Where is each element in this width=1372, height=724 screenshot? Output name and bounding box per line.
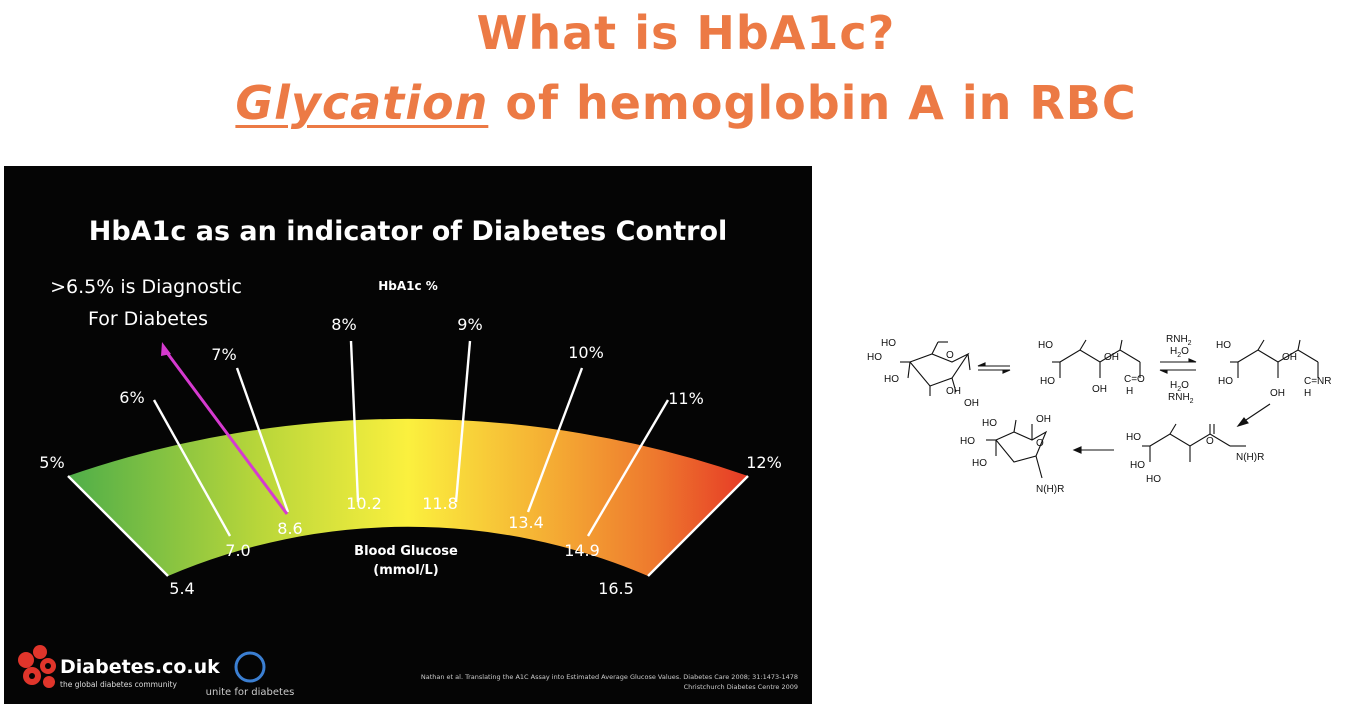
glucose-tick-labels: 5.4 7.0 8.6 10.2 11.8 13.4 14.9 16.5 <box>169 494 634 598</box>
tick-lines <box>67 340 749 577</box>
gauge-tick-line <box>235 367 290 513</box>
glycation-reaction-scheme: HO HO HO O OH OH HO HO OH OH C=O H RNH2 … <box>867 334 1332 495</box>
brand-tagline: the global diabetes community <box>60 680 177 689</box>
chem-h2o: H2O <box>1170 346 1189 359</box>
chem-o: O <box>1206 436 1214 447</box>
chem-h: H <box>1126 386 1133 397</box>
gauge-tick-line <box>647 475 749 577</box>
chem-ho: HO <box>881 338 896 349</box>
gauge-tick-line <box>349 340 360 503</box>
diabetes-co-uk-logo <box>18 645 56 688</box>
citation-line1: Nathan et al. Translating the A1C Assay … <box>421 673 798 681</box>
chem-ho: HO <box>1218 376 1233 387</box>
glucose-tick-label: 13.4 <box>508 513 544 532</box>
logo-dot-center <box>29 673 35 679</box>
gauge-tick-line <box>586 399 670 537</box>
chem-oh: OH <box>1282 352 1297 363</box>
chemistry-drawings <box>900 339 1319 479</box>
glucose-ring-molecule <box>900 341 971 396</box>
equilibrium-arrow <box>1159 358 1197 374</box>
glucose-tick-label: 8.6 <box>277 519 302 538</box>
chem-ho: HO <box>1130 460 1145 471</box>
chem-rnh2: RNH2 <box>1168 392 1194 405</box>
gauge-band <box>68 418 748 576</box>
hba1c-tick-label: 8% <box>331 315 356 334</box>
chem-oh: OH <box>1036 414 1051 425</box>
blood-glucose-label: Blood Glucose <box>354 544 458 559</box>
unite-for-diabetes-circle-icon <box>234 651 266 683</box>
chem-ho: HO <box>1216 340 1231 351</box>
gauge-tick-line <box>454 340 472 503</box>
glucose-tick-label: 10.2 <box>346 494 382 513</box>
chem-ho: HO <box>1038 340 1053 351</box>
diagnostic-label-line1: >6.5% is Diagnostic <box>50 276 242 298</box>
chem-nhr: N(H)R <box>1036 484 1064 495</box>
chem-oh: OH <box>1104 352 1119 363</box>
hba1c-tick-label: 6% <box>119 388 144 407</box>
gauge-tick-line <box>67 475 169 577</box>
hba1c-gauge-panel: HbA1c as an indicator of Diabetes Contro… <box>4 166 812 704</box>
logo-dot <box>18 652 34 668</box>
mmol-label: (mmol/L) <box>373 563 438 578</box>
subtitle-rest: of hemoglobin A in RBC <box>488 76 1137 130</box>
diagnostic-label-line2: For Diabetes <box>88 308 208 330</box>
chem-ho: HO <box>1126 432 1141 443</box>
chem-cho: C=O <box>1124 374 1145 385</box>
schiff-base-molecule <box>1230 339 1319 378</box>
hba1c-tick-label: 7% <box>211 345 236 364</box>
glucose-tick-label: 7.0 <box>225 541 250 560</box>
citation-line2: Christchurch Diabetes Centre 2009 <box>684 683 798 691</box>
chem-ho: HO <box>1146 474 1161 485</box>
open-chain-aldehyde-molecule <box>1052 339 1141 378</box>
hba1c-percent-label: HbA1c % <box>378 279 438 293</box>
chem-o: O <box>946 350 954 361</box>
chem-ho: HO <box>972 458 987 469</box>
hba1c-tick-label: 12% <box>746 453 782 472</box>
glycation-emphasis: Glycation <box>235 76 489 130</box>
chem-ho: HO <box>960 436 975 447</box>
chem-oh: OH <box>1092 384 1107 395</box>
chem-rnh2: RNH2 <box>1166 334 1192 347</box>
gauge-title: HbA1c as an indicator of Diabetes Contro… <box>89 216 728 247</box>
slide-title: What is HbA1c? <box>476 6 896 60</box>
chem-cnr: C=NR <box>1304 376 1332 387</box>
chem-oh: OH <box>1270 388 1285 399</box>
gauge-tick-line <box>526 367 584 513</box>
hba1c-tick-label: 5% <box>39 453 64 472</box>
glucose-tick-label: 16.5 <box>598 579 634 598</box>
glucose-tick-label: 14.9 <box>564 541 600 560</box>
cyclic-ketoamine-molecule <box>986 419 1048 479</box>
chem-nhr: N(H)R <box>1236 452 1264 463</box>
logo-dot <box>33 645 47 659</box>
hba1c-gauge: HbA1c as an indicator of Diabetes Contro… <box>18 216 798 698</box>
chem-ho: HO <box>1040 376 1055 387</box>
chem-oh: OH <box>964 398 979 409</box>
glucose-tick-label: 11.8 <box>422 494 458 513</box>
brand-name: Diabetes.co.uk <box>60 656 220 678</box>
chem-h: H <box>1304 388 1311 399</box>
chem-o: O <box>1036 438 1044 449</box>
diagnostic-arrow-head <box>161 342 171 356</box>
chem-ho: HO <box>867 352 882 363</box>
logo-dot-center <box>45 663 51 669</box>
reaction-arrow-head <box>1072 446 1082 454</box>
chem-ho: HO <box>982 418 997 429</box>
chem-oh: OH <box>946 386 961 397</box>
equilibrium-arrow <box>977 362 1011 374</box>
chemistry-labels: HO HO HO O OH OH HO HO OH OH C=O H RNH2 … <box>867 334 1332 495</box>
logo-dot <box>43 676 55 688</box>
glucose-tick-label: 5.4 <box>169 579 194 598</box>
amadori-product-molecule <box>1142 423 1246 462</box>
hba1c-tick-label: 11% <box>668 389 704 408</box>
reaction-arrow-head <box>1236 417 1249 428</box>
chem-ho: HO <box>884 374 899 385</box>
diagnostic-arrow <box>163 349 289 515</box>
unite-for-diabetes-text: unite for diabetes <box>206 687 295 698</box>
gauge-tick-line <box>152 399 232 537</box>
hba1c-tick-labels: 5% 6% 7% 8% 9% 10% 11% 12% <box>39 315 781 472</box>
hba1c-tick-label: 10% <box>568 343 604 362</box>
slide-subtitle: Glycation of hemoglobin A in RBC <box>0 76 1372 130</box>
hba1c-tick-label: 9% <box>457 315 482 334</box>
chem-h2o: H2O <box>1170 380 1189 393</box>
